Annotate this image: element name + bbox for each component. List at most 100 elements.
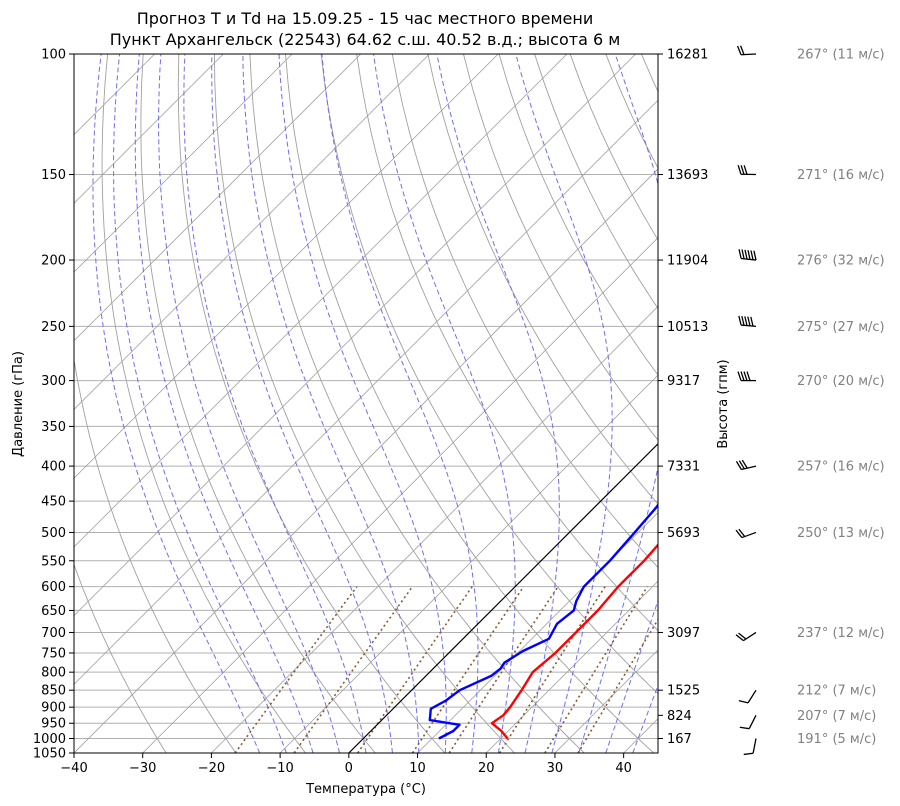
barb-flag	[747, 250, 751, 260]
wind-panel: 267° (11 м/с) 271° (16 м/с) 276° (32 м/с) 2…	[735, 45, 885, 756]
plot-frame	[73, 53, 659, 754]
wind-label: 207° (7 м/с)	[797, 709, 876, 724]
y-tick-label: 600	[41, 580, 66, 595]
background-lines	[74, 54, 900, 753]
isotherm-line	[279, 374, 658, 753]
barb-flag	[750, 316, 754, 327]
barb-flag	[743, 752, 754, 756]
barb-flag	[735, 634, 744, 642]
x-tick-label: −40	[60, 761, 87, 776]
wind-barb	[743, 738, 757, 756]
barb-flag	[738, 460, 745, 470]
barb-flag	[738, 528, 746, 537]
barb-flag	[738, 700, 749, 704]
mixing-ratio-line	[544, 586, 649, 753]
barb-flag	[741, 249, 745, 259]
y-tick-label: 750	[41, 646, 66, 661]
dry-adiabat	[640, 54, 658, 93]
barb-flag	[747, 316, 751, 327]
barb-flag	[744, 316, 748, 326]
dry-adiabat	[677, 54, 900, 753]
moist-adiabat	[242, 54, 420, 753]
isotherm-line	[74, 54, 293, 273]
dry-adiabat	[177, 54, 446, 753]
wind-barb	[738, 689, 757, 704]
wind-label: 237° (12 м/с)	[797, 626, 885, 641]
isotherm-line	[74, 54, 224, 204]
mixing-ratio-line	[448, 586, 559, 753]
barb-staff	[747, 689, 757, 704]
barb-staff	[741, 257, 757, 261]
barb-flag	[738, 632, 747, 640]
wind-barb	[739, 715, 757, 730]
moist-adiabat	[183, 54, 367, 753]
x-tick-label: 40	[615, 761, 632, 776]
wind-label: 267° (11 м/с)	[797, 48, 885, 63]
x-tick-label: −20	[198, 761, 225, 776]
isotherm-line	[74, 54, 430, 411]
y-tick-label: 350	[41, 420, 66, 435]
barb-flag	[744, 249, 748, 260]
isotherm-line	[142, 237, 658, 753]
isotherm-line	[74, 54, 362, 342]
temperature-profile	[490, 543, 658, 740]
barb-flag	[735, 461, 742, 470]
wind-label: 275° (27 м/с)	[797, 320, 885, 335]
y-tick-label: 850	[41, 684, 66, 699]
dry-adiabat	[74, 563, 167, 753]
dry-adiabat	[213, 54, 515, 753]
profile-lines	[428, 502, 658, 740]
y-tick-label: 550	[41, 554, 66, 569]
barb-flag	[738, 315, 742, 326]
wind-label: 212° (7 м/с)	[797, 684, 876, 699]
barb-flag	[740, 371, 745, 381]
y-tick-label: 950	[41, 717, 66, 732]
barb-flag	[743, 165, 748, 175]
isotherm-line	[348, 443, 658, 753]
wind-barb	[735, 528, 757, 539]
barb-flag	[737, 371, 742, 381]
mixing-ratio-line	[577, 618, 658, 753]
dry-adiabat	[713, 54, 900, 753]
barb-flag	[741, 315, 745, 326]
mixing-ratio-line	[234, 586, 358, 753]
wind-label: 250° (13 м/с)	[797, 526, 885, 541]
isotherm-line	[74, 168, 658, 753]
dry-adiabat	[356, 54, 658, 632]
dry-adiabat	[320, 54, 658, 695]
y-tick-label: 250	[41, 320, 66, 335]
y-tick-label: 300	[41, 374, 66, 389]
mixing-ratio-line	[411, 586, 525, 753]
barb-staff	[752, 738, 757, 754]
moist-adiabat	[113, 54, 287, 753]
dry-adiabat	[463, 54, 658, 441]
isotherm-line	[211, 305, 658, 753]
wind-label: 191° (5 м/с)	[797, 732, 876, 747]
y-tick-label: 400	[41, 460, 66, 475]
y-tick-label: 700	[41, 626, 66, 641]
barb-staff	[748, 715, 757, 729]
barb-flag	[737, 165, 742, 175]
dry-adiabat	[569, 54, 658, 241]
axes: −40 −30 −20 −10 0 10 20 30 40 100 150 200 250 300 350 4…	[33, 48, 708, 777]
moist-adiabat	[632, 684, 658, 753]
height-tick-label: 9317	[667, 374, 700, 389]
y-tick-label: 650	[41, 604, 66, 619]
height-tick-label: 11904	[667, 254, 708, 269]
x-axis-label: Температура (°C)	[305, 782, 426, 797]
wind-label: 276° (32 м/с)	[797, 254, 885, 269]
moist-adiabat	[321, 54, 479, 753]
y-tick-label: 500	[41, 526, 66, 541]
dry-adiabat	[140, 54, 376, 753]
y-axis-label: Давление (гПа)	[11, 351, 26, 457]
right-axis-label: Высота (гпм)	[716, 359, 731, 448]
y-tick-label: 100	[41, 48, 66, 63]
dry-adiabat	[391, 54, 658, 569]
height-tick-label: 7331	[667, 460, 700, 475]
y-tick-label: 800	[41, 666, 66, 681]
dry-adiabat	[498, 54, 658, 376]
x-tick-label: −30	[129, 761, 156, 776]
x-tick-label: 10	[409, 761, 426, 776]
chart-title-line-2: Пункт Архангельск (22543) 64.62 с.ш. 40.…	[109, 30, 621, 49]
